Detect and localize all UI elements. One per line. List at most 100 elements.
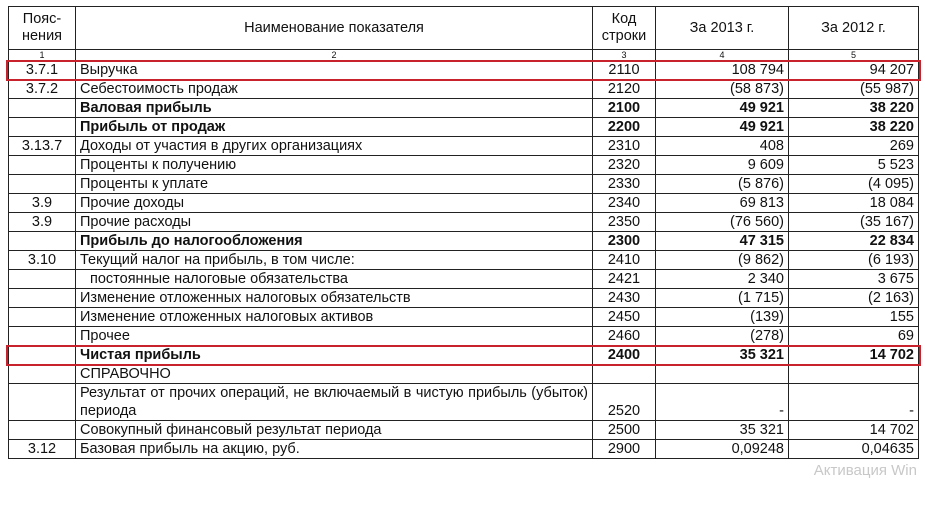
code-cell: 2110 bbox=[592, 60, 656, 80]
value-2013-cell bbox=[655, 364, 789, 384]
note-cell bbox=[8, 383, 76, 421]
value-2012-cell: (4 095) bbox=[788, 174, 919, 194]
table-row: Прибыль от продаж 2200 49 921 38 220 bbox=[8, 117, 919, 137]
code-cell: 2350 bbox=[592, 212, 656, 232]
value-2013-cell: 0,09248 bbox=[655, 439, 789, 459]
note-cell bbox=[8, 364, 76, 384]
name-cell: Прочее bbox=[75, 326, 593, 346]
name-cell: СПРАВОЧНО bbox=[75, 364, 593, 384]
code-cell: 2300 bbox=[592, 231, 656, 251]
value-2012-cell: 94 207 bbox=[788, 60, 919, 80]
code-cell: 2330 bbox=[592, 174, 656, 194]
column-number: 4 bbox=[655, 49, 789, 61]
value-2013-cell: 35 321 bbox=[655, 420, 789, 440]
name-cell: Изменение отложенных налоговых обязатель… bbox=[75, 288, 593, 308]
column-number-row: 1 2 3 4 5 bbox=[8, 49, 919, 61]
table-row: 3.7.2 Себестоимость продаж 2120 (58 873) (55… bbox=[8, 79, 919, 99]
value-2013-cell: 35 321 bbox=[655, 345, 789, 365]
name-cell: Изменение отложенных налоговых активов bbox=[75, 307, 593, 327]
code-cell: 2320 bbox=[592, 155, 656, 175]
value-2012-cell: 269 bbox=[788, 136, 919, 156]
table-row: Чистая прибыль 2400 35 321 14 702 bbox=[8, 345, 919, 365]
code-cell: 2900 bbox=[592, 439, 656, 459]
name-cell: Текущий налог на прибыль, в том числе: bbox=[75, 250, 593, 270]
name-cell: Выручка bbox=[75, 60, 593, 80]
value-2013-cell: 2 340 bbox=[655, 269, 789, 289]
table-row: Совокупный финансовый результат периода 2… bbox=[8, 420, 919, 440]
note-cell: 3.7.1 bbox=[8, 60, 76, 80]
name-cell: Базовая прибыль на акцию, руб. bbox=[75, 439, 593, 459]
value-2013-cell: (9 862) bbox=[655, 250, 789, 270]
table-row: Проценты к уплате 2330 (5 876) (4 095) bbox=[8, 174, 919, 194]
name-cell: Себестоимость продаж bbox=[75, 79, 593, 99]
value-2012-cell: 0,04635 bbox=[788, 439, 919, 459]
header-note: Пояс-нения bbox=[8, 6, 76, 50]
value-2013-cell: (5 876) bbox=[655, 174, 789, 194]
value-2012-cell: 14 702 bbox=[788, 345, 919, 365]
table-row: постоянные налоговые обязательства 2421 2 … bbox=[8, 269, 919, 289]
name-cell: Доходы от участия в других организациях bbox=[75, 136, 593, 156]
value-2012-cell: 155 bbox=[788, 307, 919, 327]
column-number: 2 bbox=[75, 49, 593, 61]
value-2012-cell: (35 167) bbox=[788, 212, 919, 232]
note-cell bbox=[8, 269, 76, 289]
value-2012-cell: (2 163) bbox=[788, 288, 919, 308]
code-cell: 2120 bbox=[592, 79, 656, 99]
value-2012-cell: 22 834 bbox=[788, 231, 919, 251]
value-2013-cell: (58 873) bbox=[655, 79, 789, 99]
code-cell: 2100 bbox=[592, 98, 656, 118]
note-cell bbox=[8, 307, 76, 327]
value-2012-cell: 3 675 bbox=[788, 269, 919, 289]
table-row: 3.10 Текущий налог на прибыль, в том числ… bbox=[8, 250, 919, 270]
code-cell: 2460 bbox=[592, 326, 656, 346]
value-2013-cell: 49 921 bbox=[655, 117, 789, 137]
note-cell bbox=[8, 231, 76, 251]
name-cell: Результат от прочих операций, не включае… bbox=[75, 383, 593, 421]
value-2013-cell: (76 560) bbox=[655, 212, 789, 232]
note-cell: 3.13.7 bbox=[8, 136, 76, 156]
header-code: Код строки bbox=[592, 6, 656, 50]
name-cell: Проценты к уплате bbox=[75, 174, 593, 194]
name-cell: Прочие расходы bbox=[75, 212, 593, 232]
table-row: СПРАВОЧНО bbox=[8, 364, 919, 384]
code-cell: 2200 bbox=[592, 117, 656, 137]
name-cell: Совокупный финансовый результат периода bbox=[75, 420, 593, 440]
value-2013-cell: (278) bbox=[655, 326, 789, 346]
name-cell: Прибыль до налогообложения bbox=[75, 231, 593, 251]
column-number: 5 bbox=[788, 49, 919, 61]
note-cell bbox=[8, 288, 76, 308]
note-cell bbox=[8, 155, 76, 175]
value-2012-cell: (6 193) bbox=[788, 250, 919, 270]
table-row: Проценты к получению 2320 9 609 5 523 bbox=[8, 155, 919, 175]
table-row: 3.13.7 Доходы от участия в других организ… bbox=[8, 136, 919, 156]
value-2012-cell: 38 220 bbox=[788, 117, 919, 137]
value-2012-cell: 5 523 bbox=[788, 155, 919, 175]
activation-watermark: Активация Win bbox=[813, 462, 917, 479]
code-cell: 2450 bbox=[592, 307, 656, 327]
table-row: Результат от прочих операций, не включае… bbox=[8, 383, 919, 421]
table-row: Изменение отложенных налоговых активов 24… bbox=[8, 307, 919, 327]
name-cell: Валовая прибыль bbox=[75, 98, 593, 118]
note-cell bbox=[8, 345, 76, 365]
value-2013-cell: (139) bbox=[655, 307, 789, 327]
code-cell: 2410 bbox=[592, 250, 656, 270]
note-cell: 3.9 bbox=[8, 212, 76, 232]
financial-results-table: Пояс-нения Наименование показателя Код с… bbox=[8, 6, 919, 459]
column-number: 3 bbox=[592, 49, 656, 61]
table-row: 3.12 Базовая прибыль на акцию, руб. 2900 0,… bbox=[8, 439, 919, 459]
header-name: Наименование показателя bbox=[75, 6, 593, 50]
name-cell: Прибыль от продаж bbox=[75, 117, 593, 137]
value-2012-cell: - bbox=[788, 383, 919, 421]
note-cell: 3.10 bbox=[8, 250, 76, 270]
code-cell: 2520 bbox=[592, 383, 656, 421]
value-2012-cell: 38 220 bbox=[788, 98, 919, 118]
code-cell bbox=[592, 364, 656, 384]
name-cell: Прочие доходы bbox=[75, 193, 593, 213]
value-2013-cell: 49 921 bbox=[655, 98, 789, 118]
code-cell: 2310 bbox=[592, 136, 656, 156]
code-cell: 2430 bbox=[592, 288, 656, 308]
table-row: Изменение отложенных налоговых обязатель… bbox=[8, 288, 919, 308]
note-cell: 3.9 bbox=[8, 193, 76, 213]
value-2013-cell: 408 bbox=[655, 136, 789, 156]
table-row: Прибыль до налогообложения 2300 47 315 22 8… bbox=[8, 231, 919, 251]
